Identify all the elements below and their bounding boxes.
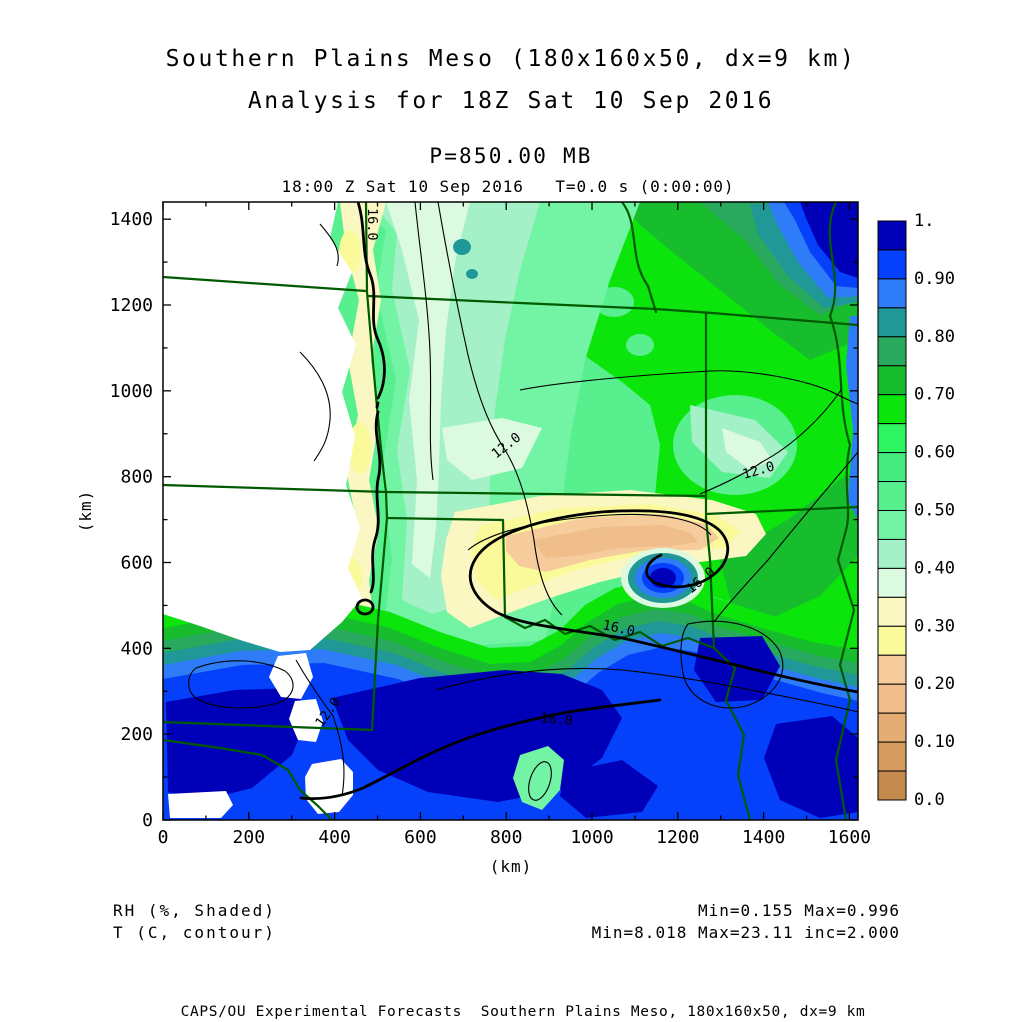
y-tick-label: 1200 <box>110 295 153 316</box>
legend-shaded-label: RH (%, Shaded) <box>113 901 276 920</box>
colorbar-cell <box>877 365 907 396</box>
state-borders <box>163 202 858 820</box>
contour-value-label: 16.0 <box>364 208 380 241</box>
y-tick-label: 1000 <box>110 381 153 402</box>
colorbar-tick-label: 0.90 <box>914 269 955 289</box>
footer-credit: CAPS/OU Experimental Forecasts Southern … <box>180 1004 866 1020</box>
colorbar-cell <box>877 394 907 425</box>
shaded-stats: Min=0.155 Max=0.996 <box>697 901 900 920</box>
contour-stats: Min=8.018 Max=23.11 inc=2.000 <box>591 923 900 942</box>
colorbar-tick-label: 0.80 <box>914 327 955 347</box>
colorbar-cell <box>877 307 907 338</box>
x-tick-label: 1600 <box>828 827 871 848</box>
colorbar-cell <box>877 278 907 309</box>
colorbar-tick-label: 0.20 <box>914 674 955 694</box>
rh-shaded-field <box>163 202 858 820</box>
colorbar-tick-label: 0.0 <box>914 790 945 810</box>
contour-value-label: 16.0 <box>540 710 574 729</box>
x-tick-label: 600 <box>404 827 437 848</box>
temperature-contours-thin <box>188 202 858 801</box>
colorbar-tick-label: 0.30 <box>914 616 955 636</box>
colorbar-cell <box>877 625 907 656</box>
page-title-line1: Southern Plains Meso (180x160x50, dx=9 k… <box>165 46 857 72</box>
plot-frame <box>162 201 859 821</box>
colorbar-tick-label: 0.40 <box>914 558 955 578</box>
y-tick-label: 0 <box>142 810 153 831</box>
colorbar-cell <box>877 567 907 598</box>
colorbar-tick-label: 0.60 <box>914 443 955 463</box>
y-tick-label: 1400 <box>110 209 153 230</box>
colorbar-cell <box>877 423 907 454</box>
colorbar-cell <box>877 683 907 714</box>
colorbar-tick-label: 0.50 <box>914 501 955 521</box>
colorbar-cell <box>877 481 907 511</box>
colorbar <box>877 220 907 801</box>
y-axis-unit-label: (km) <box>76 490 95 533</box>
colorbar-cell <box>877 220 907 251</box>
colorbar-cell <box>877 770 907 801</box>
x-tick-label: 200 <box>233 827 266 848</box>
x-axis-unit-label: (km) <box>490 857 533 876</box>
x-tick-label: 1000 <box>570 827 613 848</box>
contour-value-label: 16.0 <box>601 617 636 639</box>
colorbar-cell <box>877 510 907 540</box>
valid-time-label: 18:00 Z Sat 10 Sep 2016 T=0.0 s (0:00:00… <box>281 177 735 196</box>
colorbar-cell <box>877 538 907 569</box>
colorbar-cell <box>877 596 907 627</box>
x-tick-label: 800 <box>490 827 523 848</box>
y-tick-label: 200 <box>120 724 153 745</box>
colorbar-cell <box>877 336 907 367</box>
x-tick-label: 0 <box>158 827 169 848</box>
x-tick-label: 1200 <box>656 827 699 848</box>
x-tick-label: 1400 <box>742 827 785 848</box>
colorbar-cell <box>877 452 907 483</box>
legend-contour-label: T (C, contour) <box>113 923 276 942</box>
colorbar-tick-label: 0.10 <box>914 732 955 752</box>
colorbar-tick-label: 0.70 <box>914 385 955 405</box>
y-tick-label: 400 <box>120 638 153 659</box>
y-tick-label: 800 <box>120 467 153 488</box>
colorbar-cell <box>877 249 907 280</box>
colorbar-tick-label: 1. <box>914 211 934 231</box>
temperature-contours-bold <box>299 202 858 800</box>
colorbar-cell <box>877 654 907 685</box>
colorbar-cell <box>877 712 907 743</box>
colorbar-cell <box>877 741 907 772</box>
y-tick-label: 600 <box>120 553 153 574</box>
page-title-line2: Analysis for 18Z Sat 10 Sep 2016 <box>247 88 775 114</box>
pressure-level-label: P=850.00 MB <box>429 144 593 168</box>
x-tick-label: 400 <box>318 827 351 848</box>
